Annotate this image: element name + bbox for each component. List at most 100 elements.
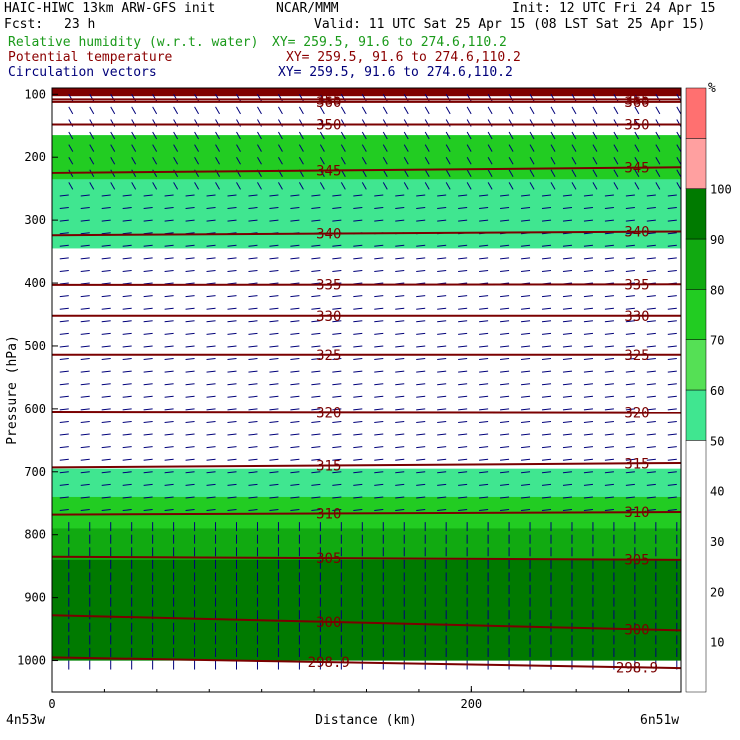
rh-region-5 (52, 559, 681, 661)
wind-vector (353, 332, 363, 335)
wind-vector (374, 332, 384, 335)
wind-vector (500, 483, 510, 486)
wind-vector (520, 471, 531, 474)
wind-vector (248, 219, 258, 222)
wind-vector (500, 269, 510, 272)
wind-vector (458, 483, 468, 486)
wind-vector (68, 156, 74, 165)
wind-vector (500, 207, 510, 210)
wind-vector (236, 144, 241, 152)
colorbar-level-90: 90 (710, 233, 724, 247)
wind-vector (269, 320, 279, 323)
wind-vector (185, 458, 195, 461)
wind-vector (583, 332, 593, 335)
wind-vector (541, 446, 552, 449)
wind-vector (562, 219, 573, 222)
wind-vector (227, 332, 237, 335)
wind-vector (143, 383, 153, 386)
wind-vector (479, 345, 489, 348)
wind-vector (395, 320, 405, 323)
wind-vector (143, 496, 153, 499)
wind-vector (353, 320, 363, 323)
wind-vector (541, 471, 552, 474)
wind-vector (269, 420, 279, 423)
x-tick-label-200: 200 (460, 697, 482, 711)
wind-vector (500, 383, 510, 386)
wind-vector (298, 156, 304, 165)
wind-vector (374, 307, 384, 310)
wind-vector (583, 433, 593, 436)
wind-vector (583, 383, 593, 386)
wind-vector (604, 295, 614, 298)
wind-vector (248, 207, 258, 210)
wind-vector (541, 483, 552, 486)
wind-vector (164, 370, 174, 373)
wind-vector (613, 182, 619, 190)
wind-vector (332, 471, 342, 474)
wind-vector (487, 131, 493, 140)
wind-vector (80, 307, 90, 310)
wind-vector (437, 257, 447, 260)
theta-contour-340 (51, 230, 682, 237)
wind-vector (206, 219, 216, 222)
wind-vector (68, 182, 74, 190)
wind-vector (143, 395, 153, 398)
wind-vector (571, 131, 577, 140)
wind-vector (583, 269, 593, 272)
wind-vector (458, 207, 468, 210)
wind-vector (520, 370, 531, 373)
colorbar-bin-1 (685, 389, 707, 441)
wind-vector (592, 106, 598, 115)
wind-vector (592, 169, 598, 178)
wind-vector (571, 106, 577, 115)
wind-vector (634, 182, 640, 190)
wind-vector (131, 156, 137, 165)
wind-vector (101, 509, 111, 512)
wind-vector (290, 370, 300, 373)
wind-vector (437, 370, 447, 373)
wind-vector (395, 332, 405, 335)
wind-vector (508, 144, 514, 152)
theta-label-300-0: 300 (316, 615, 341, 631)
wind-vector (634, 169, 640, 178)
wind-vector (508, 182, 514, 190)
wind-vector (625, 207, 635, 210)
wind-vector (248, 420, 258, 423)
wind-vector (634, 156, 640, 165)
wind-vector (311, 244, 321, 247)
wind-vector (80, 194, 90, 197)
wind-vector (458, 509, 468, 512)
wind-vector (101, 483, 111, 486)
wind-vector (311, 408, 321, 411)
wind-vector (500, 496, 510, 499)
wind-vector (395, 244, 405, 247)
wind-vector (257, 182, 262, 190)
wind-vector (227, 358, 237, 361)
wind-vector (143, 320, 153, 323)
wind-vector (374, 458, 384, 461)
wind-vector (655, 131, 661, 140)
wind-vector (248, 446, 258, 449)
wind-vector (164, 496, 174, 499)
wind-vector (500, 332, 510, 335)
theta-label-320-1: 320 (624, 406, 649, 422)
wind-vector (395, 420, 405, 423)
wind-vector (520, 207, 531, 210)
wind-vector (395, 207, 405, 210)
wind-vector (59, 219, 69, 222)
wind-vector (562, 269, 573, 272)
wind-vector (185, 509, 195, 512)
wind-vector (311, 219, 321, 222)
wind-vector (583, 471, 593, 474)
wind-vector (676, 182, 682, 190)
wind-vector (562, 370, 573, 373)
wind-vector (646, 446, 656, 449)
wind-vector (131, 182, 137, 190)
wind-vector (290, 320, 300, 323)
wind-vector (541, 307, 552, 310)
wind-vector (403, 106, 409, 115)
wind-vector (59, 358, 69, 361)
wind-vector (143, 446, 153, 449)
wind-vector (508, 156, 514, 165)
